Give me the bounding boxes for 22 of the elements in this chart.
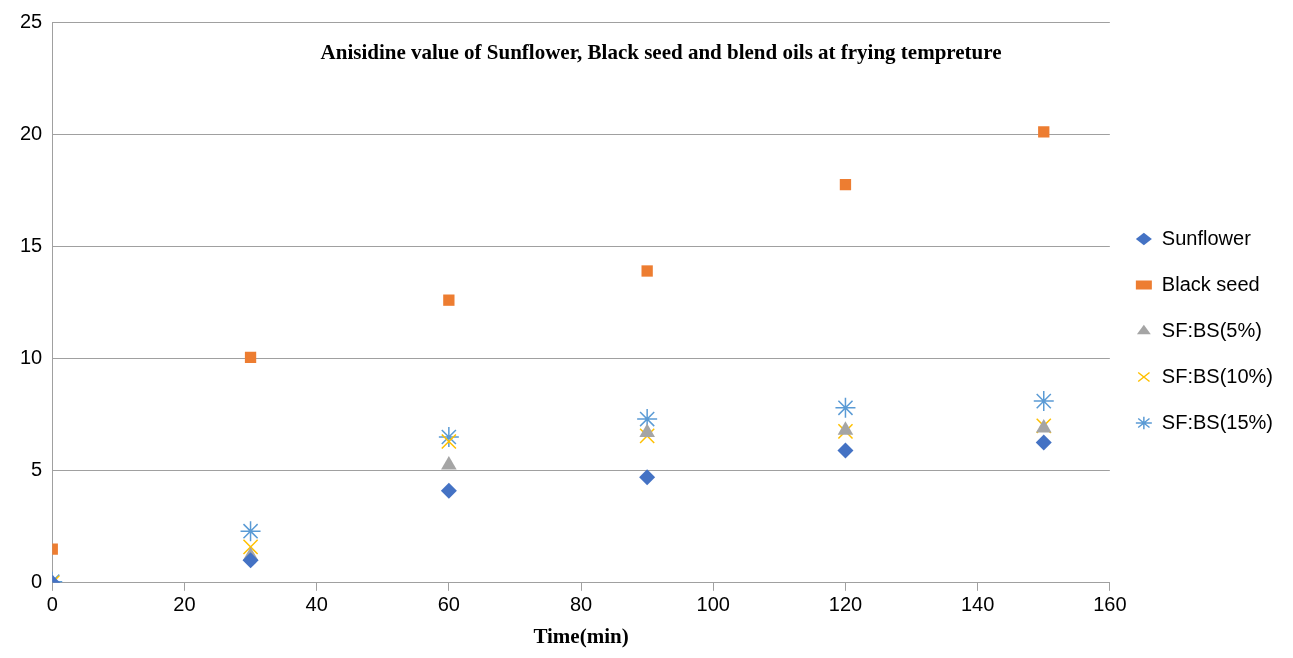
legend-label: SF:BS(10%) [1161,364,1274,387]
text: Anisidine value of Sunflower, Black seed and blend oils at frying tempreture [320,40,1002,65]
y-tick-label: 15 [20,233,43,256]
y-tick-label: 10 [20,346,43,368]
x-tick-label: 40 [305,593,328,616]
x-tick-label: 0 [46,593,58,616]
legend-label: SF:BS(5%) [1161,318,1262,341]
x-tick-label: 100 [696,593,730,616]
y-tick-label: 20 [20,121,43,144]
legend-label: Sunflower [1161,226,1252,249]
y-tick-label: 5 [31,458,43,481]
x-tick-label: 160 [1093,593,1127,616]
x-axis-title: Time(min) [533,623,629,648]
y-tick-label: 0 [31,570,43,593]
x-tick-label: 80 [569,593,593,616]
x-tick-label: 20 [173,593,196,616]
legend-label: SF:BS(15%) [1161,410,1274,433]
x-tick-label: 60 [437,593,460,616]
x-tick-label: 120 [828,593,863,616]
legend-label: Black seed [1161,272,1260,295]
y-tick-label: 25 [20,9,43,32]
x-tick-label: 140 [960,593,995,616]
